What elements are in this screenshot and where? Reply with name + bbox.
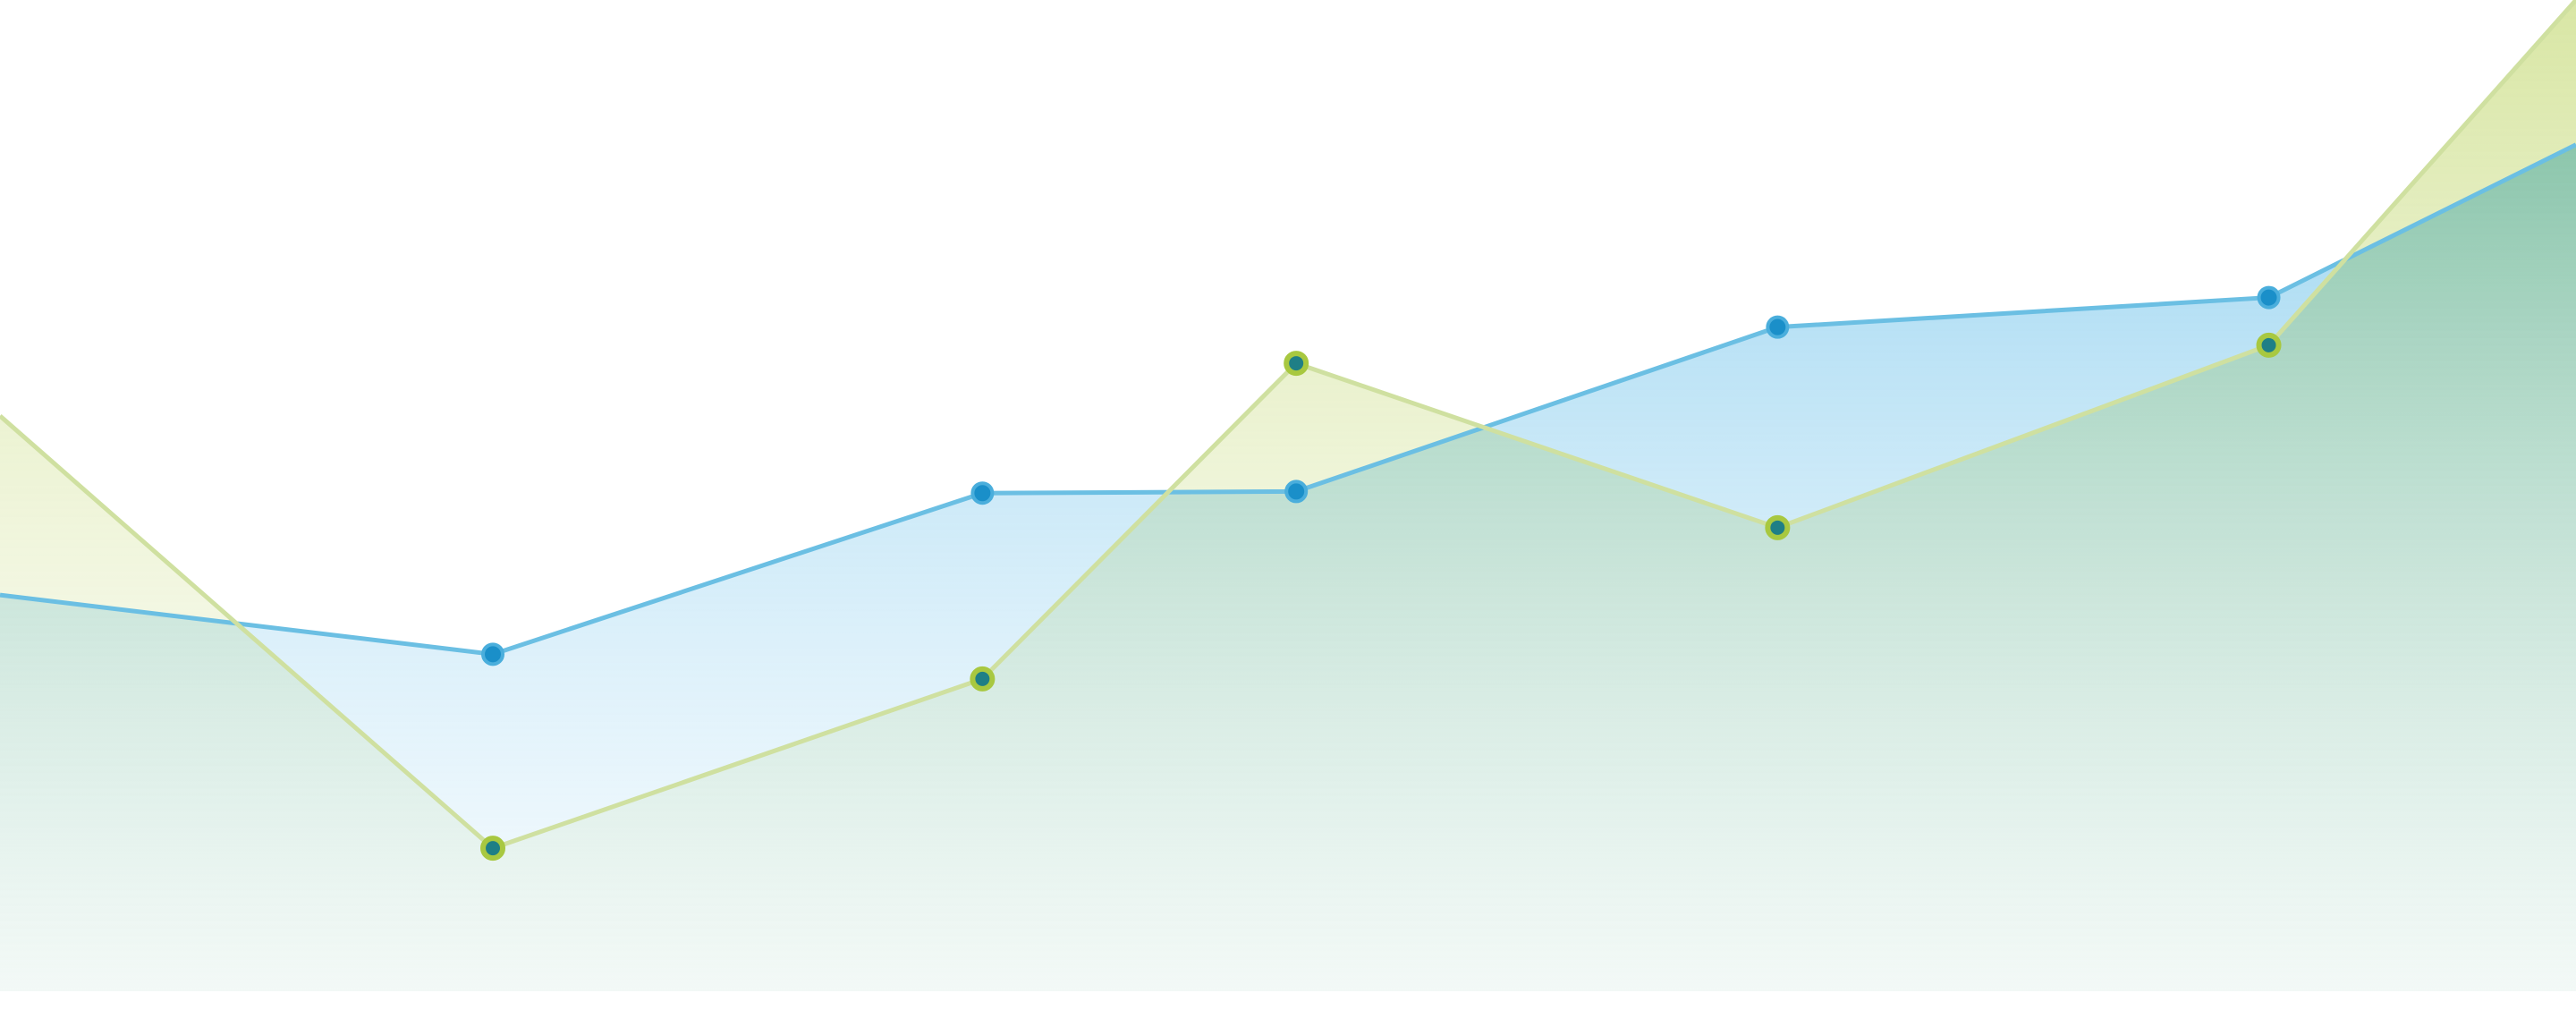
data-point	[970, 481, 995, 505]
data-point	[481, 642, 505, 666]
data-point	[1765, 514, 1791, 540]
data-point	[1284, 480, 1309, 504]
data-point	[1766, 315, 1790, 339]
data-point	[2256, 332, 2282, 358]
data-point	[2257, 285, 2281, 310]
data-point	[970, 666, 996, 692]
data-point	[480, 836, 506, 861]
data-point	[1284, 351, 1309, 377]
